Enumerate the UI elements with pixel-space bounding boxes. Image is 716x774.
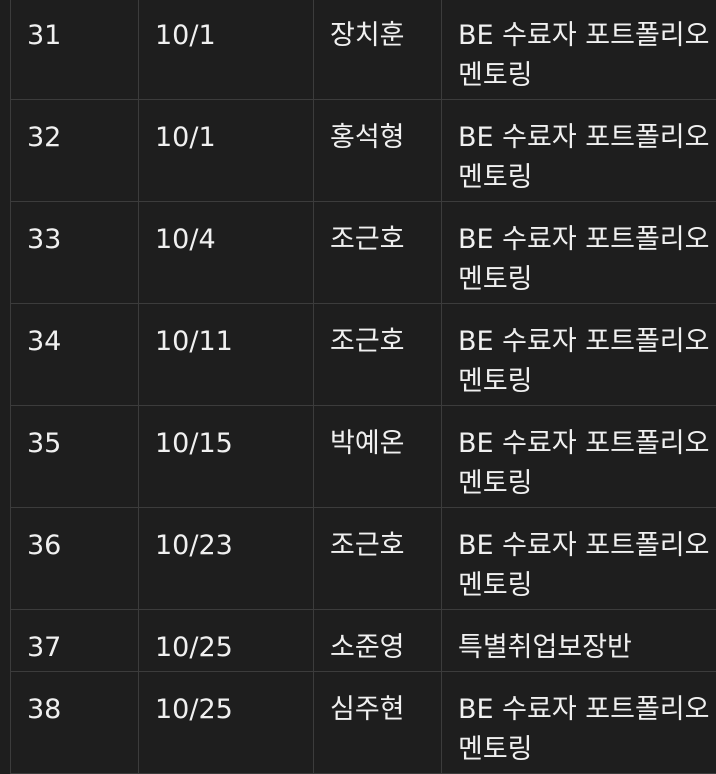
description-cell: BE 수료자 포트폴리오 멘토링: [442, 672, 716, 774]
description-cell: BE 수료자 포트폴리오 멘토링: [442, 0, 716, 100]
date-cell: 10/15: [139, 406, 314, 508]
description-cell: 특별취업보장반: [442, 610, 716, 672]
table-row: 31 10/1 장치훈 BE 수료자 포트폴리오 멘토링: [11, 0, 716, 100]
row-number-cell: 33: [11, 202, 139, 304]
name-cell: 심주현: [314, 672, 442, 774]
description-cell: BE 수료자 포트폴리오 멘토링: [442, 406, 716, 508]
row-number-cell: 31: [11, 0, 139, 100]
date-cell: 10/11: [139, 304, 314, 406]
name-cell: 조근호: [314, 304, 442, 406]
date-cell: 10/1: [139, 0, 314, 100]
name-cell: 조근호: [314, 508, 442, 610]
mentoring-table: 31 10/1 장치훈 BE 수료자 포트폴리오 멘토링 32 10/1 홍석형…: [10, 0, 716, 774]
date-cell: 10/4: [139, 202, 314, 304]
description-cell: BE 수료자 포트폴리오 멘토링: [442, 508, 716, 610]
table-row: 32 10/1 홍석형 BE 수료자 포트폴리오 멘토링: [11, 100, 716, 202]
description-cell: BE 수료자 포트폴리오 멘토링: [442, 100, 716, 202]
table-row: 35 10/15 박예온 BE 수료자 포트폴리오 멘토링: [11, 406, 716, 508]
name-cell: 홍석형: [314, 100, 442, 202]
row-number-cell: 32: [11, 100, 139, 202]
date-cell: 10/25: [139, 610, 314, 672]
date-cell: 10/23: [139, 508, 314, 610]
description-cell: BE 수료자 포트폴리오 멘토링: [442, 202, 716, 304]
row-number-cell: 37: [11, 610, 139, 672]
date-cell: 10/1: [139, 100, 314, 202]
table-row: 34 10/11 조근호 BE 수료자 포트폴리오 멘토링: [11, 304, 716, 406]
table-row: 33 10/4 조근호 BE 수료자 포트폴리오 멘토링: [11, 202, 716, 304]
row-number-cell: 36: [11, 508, 139, 610]
row-number-cell: 34: [11, 304, 139, 406]
name-cell: 박예온: [314, 406, 442, 508]
table-row: 36 10/23 조근호 BE 수료자 포트폴리오 멘토링: [11, 508, 716, 610]
row-number-cell: 35: [11, 406, 139, 508]
table-row: 37 10/25 소준영 특별취업보장반: [11, 610, 716, 672]
row-number-cell: 38: [11, 672, 139, 774]
name-cell: 조근호: [314, 202, 442, 304]
name-cell: 소준영: [314, 610, 442, 672]
date-cell: 10/25: [139, 672, 314, 774]
mentoring-table-container: 31 10/1 장치훈 BE 수료자 포트폴리오 멘토링 32 10/1 홍석형…: [10, 0, 716, 774]
table-row: 38 10/25 심주현 BE 수료자 포트폴리오 멘토링: [11, 672, 716, 774]
description-cell: BE 수료자 포트폴리오 멘토링: [442, 304, 716, 406]
name-cell: 장치훈: [314, 0, 442, 100]
